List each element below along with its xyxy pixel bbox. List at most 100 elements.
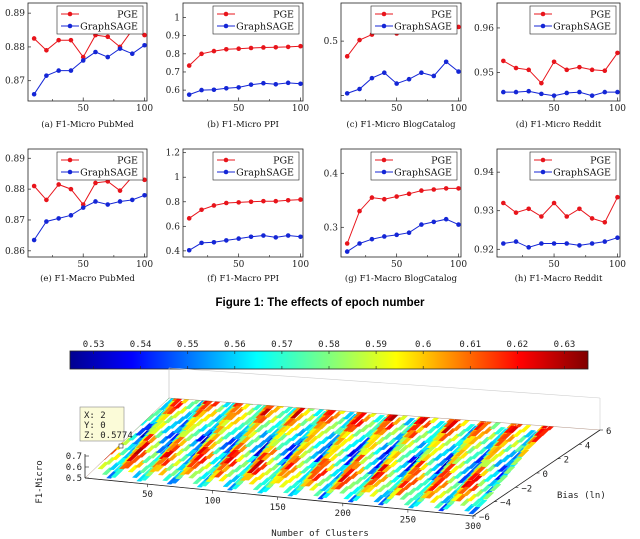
series-line-graphsage bbox=[188, 234, 301, 251]
point-pge bbox=[142, 32, 147, 38]
legend-swatch-marker bbox=[381, 23, 387, 29]
surface-patch bbox=[234, 398, 248, 403]
point-graphsage bbox=[186, 247, 192, 253]
x-tick-label: 100 bbox=[450, 260, 467, 270]
point-graphsage bbox=[223, 85, 229, 91]
legend-swatch-marker bbox=[381, 157, 387, 163]
point-pge bbox=[248, 199, 254, 205]
legend-label: PGE bbox=[273, 156, 294, 167]
point-pge bbox=[431, 187, 437, 192]
point-graphsage bbox=[186, 92, 192, 97]
y-tick-label: 2 bbox=[564, 456, 569, 466]
series-line-graphsage bbox=[347, 61, 459, 94]
point-graphsage bbox=[369, 236, 375, 242]
legend-label: PGE bbox=[117, 10, 138, 21]
point-graphsage bbox=[602, 239, 608, 244]
point-pge bbox=[56, 182, 61, 187]
point-pge bbox=[298, 197, 303, 202]
point-pge bbox=[394, 194, 399, 199]
surface-patch bbox=[463, 435, 477, 444]
surface-patch bbox=[269, 398, 282, 403]
data-tip[interactable]: X: 2 Y: 0 Z: 0.5774 bbox=[79, 406, 133, 449]
surface-patch bbox=[102, 444, 116, 452]
surface-patch bbox=[147, 403, 160, 411]
surface-patch bbox=[152, 419, 165, 428]
point-graphsage bbox=[261, 233, 266, 238]
y-tick-label: 0.93 bbox=[474, 207, 494, 217]
point-pge bbox=[615, 194, 620, 200]
subcaption: (b) F1-Micro PPI bbox=[207, 119, 279, 130]
surface-patch bbox=[468, 506, 481, 515]
point-graphsage bbox=[539, 241, 544, 246]
y-tick-label: 0.87 bbox=[5, 216, 25, 226]
x-tick-label: 100 bbox=[136, 104, 153, 114]
point-pge bbox=[273, 198, 279, 204]
point-pge bbox=[443, 186, 449, 191]
surface-patch bbox=[519, 424, 532, 433]
surface-patch bbox=[482, 491, 495, 500]
surface-patch bbox=[484, 416, 498, 425]
point-graphsage bbox=[344, 249, 350, 254]
point-pge bbox=[456, 186, 461, 191]
x-tick-label: 50 bbox=[142, 490, 153, 500]
point-graphsage bbox=[443, 59, 449, 65]
surface-patch bbox=[524, 441, 537, 450]
x-tick-label: 50 bbox=[77, 104, 89, 114]
point-pge bbox=[93, 180, 98, 186]
point-graphsage bbox=[199, 240, 204, 246]
legend-label: PGE bbox=[590, 156, 611, 167]
point-pge bbox=[285, 44, 291, 50]
point-pge bbox=[273, 44, 279, 50]
colorbar-tick-label: 0.63 bbox=[554, 340, 576, 350]
surface-patch bbox=[398, 412, 411, 421]
point-graphsage bbox=[357, 86, 362, 92]
point-graphsage bbox=[117, 199, 123, 204]
surface-patch bbox=[402, 417, 416, 426]
subcaption: (c) F1-Micro BlogCatalog bbox=[346, 119, 456, 130]
point-graphsage bbox=[443, 216, 449, 222]
point-pge bbox=[539, 80, 544, 86]
point-graphsage bbox=[602, 89, 608, 95]
surface-patch bbox=[450, 412, 463, 420]
legend-label: PGE bbox=[590, 10, 611, 21]
x-tick-label: 50 bbox=[391, 104, 403, 114]
point-pge bbox=[56, 37, 61, 43]
point-graphsage bbox=[513, 89, 519, 95]
point-graphsage bbox=[211, 87, 217, 93]
subcaption: (d) F1-Micro Reddit bbox=[516, 119, 602, 130]
y-tick-label: 0.88 bbox=[5, 185, 25, 195]
legend-label: GraphSAGE bbox=[236, 168, 294, 179]
surface-patch bbox=[133, 412, 146, 421]
point-pge bbox=[577, 206, 582, 212]
subcaption: (a) F1-Micro PubMed bbox=[41, 119, 134, 130]
subcaption: (e) F1-Macro PubMed bbox=[40, 273, 135, 284]
surface-patch bbox=[346, 461, 360, 469]
point-graphsage bbox=[564, 241, 570, 246]
point-pge bbox=[44, 48, 49, 53]
surface-patch bbox=[372, 414, 386, 423]
point-graphsage bbox=[456, 222, 461, 227]
point-graphsage bbox=[129, 51, 135, 56]
colorbar-tick-label: 0.62 bbox=[507, 340, 529, 350]
legend-label: GraphSAGE bbox=[80, 22, 138, 33]
surface-patch bbox=[204, 398, 217, 400]
series-line-pge bbox=[346, 187, 459, 244]
y-axis-label: Bias (ln) bbox=[557, 491, 606, 501]
point-graphsage bbox=[344, 91, 350, 96]
point-pge bbox=[615, 50, 620, 56]
x-tick-label: 300 bbox=[465, 522, 481, 532]
point-graphsage bbox=[105, 54, 111, 60]
point-pge bbox=[513, 65, 519, 71]
legend-swatch-marker bbox=[381, 169, 387, 175]
y-tick-label: 1 bbox=[174, 14, 180, 24]
point-graphsage bbox=[93, 49, 98, 55]
surface-patch bbox=[377, 464, 390, 472]
surface-patch bbox=[420, 409, 433, 417]
point-pge bbox=[577, 64, 582, 70]
point-graphsage bbox=[68, 68, 74, 73]
point-pge bbox=[142, 177, 147, 183]
